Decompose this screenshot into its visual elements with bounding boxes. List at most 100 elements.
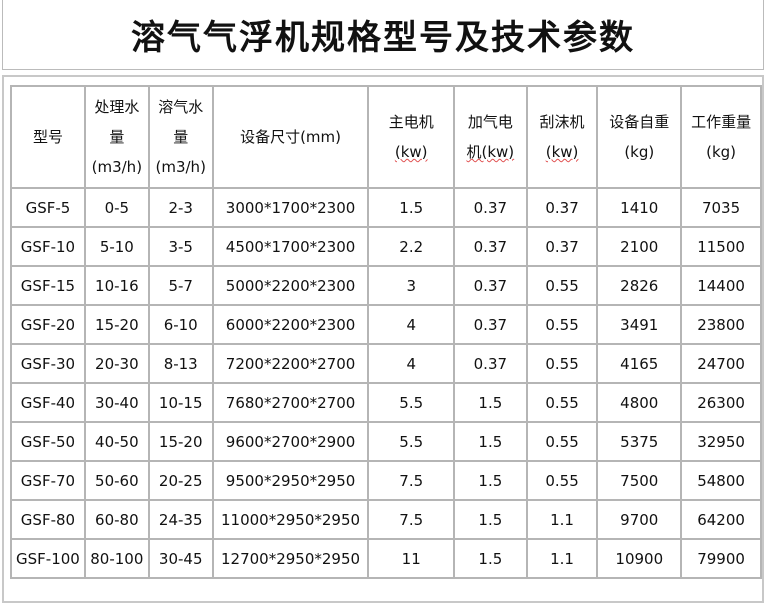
table-cell: 7200*2200*2700 bbox=[211, 343, 370, 384]
table-cell: 0.55 bbox=[525, 421, 599, 462]
table-cell: 5-10 bbox=[83, 226, 150, 267]
table-cell: GSF-50 bbox=[10, 421, 86, 462]
table-cell: 9600*2700*2900 bbox=[211, 421, 370, 462]
table-cell: 10-16 bbox=[83, 265, 150, 306]
table-cell: 1.5 bbox=[452, 460, 528, 501]
table-cell: 0.37 bbox=[452, 304, 528, 345]
table-row: GSF-100 80-100 30-45 12700*2950*2950 11 1.5 1.… bbox=[10, 538, 762, 579]
column-header: 型号 bbox=[10, 85, 86, 189]
table-cell: GSF-5 bbox=[10, 187, 86, 228]
column-header: 刮沫机 (kw) bbox=[525, 85, 599, 189]
table-cell: 0.55 bbox=[525, 343, 599, 384]
table-cell: 24700 bbox=[680, 343, 762, 384]
table-cell: 0.55 bbox=[525, 382, 599, 423]
header-text: (kg) bbox=[706, 143, 737, 161]
spec-table-container: 型号 处理水量 (m3/h) 溶气水量 (m3/h) 设备尺寸(mm) 主电机 (kw) 加气电… bbox=[2, 75, 764, 603]
table-cell: 7.5 bbox=[367, 460, 455, 501]
table-cell: GSF-40 bbox=[10, 382, 86, 423]
table-row: GSF-70 50-60 20-25 9500*2950*2950 7.5 1.5 0.55… bbox=[10, 460, 762, 501]
table-cell: 12700*2950*2950 bbox=[211, 538, 370, 579]
header-text: 工作重量 bbox=[691, 113, 752, 131]
table-cell: 11 bbox=[367, 538, 455, 579]
table-cell: 7.5 bbox=[367, 499, 455, 540]
table-cell: 1.1 bbox=[525, 499, 599, 540]
page-title: 溶气气浮机规格型号及技术参数 bbox=[131, 18, 635, 58]
column-header: 主电机 (kw) bbox=[367, 85, 455, 189]
table-cell: 9500*2950*2950 bbox=[211, 460, 370, 501]
header-text: 刮沫机 bbox=[539, 113, 585, 131]
table-cell: 2.2 bbox=[367, 226, 455, 267]
column-header: 设备自重 (kg) bbox=[596, 85, 683, 189]
table-cell: 6000*2200*2300 bbox=[211, 304, 370, 345]
table-row: GSF-10 5-10 3-5 4500*1700*2300 2.2 0.37 0.37 21… bbox=[10, 226, 762, 267]
table-cell: 4 bbox=[367, 343, 455, 384]
table-cell: 11000*2950*2950 bbox=[211, 499, 370, 540]
table-cell: 0.37 bbox=[452, 265, 528, 306]
table-cell: 14400 bbox=[680, 265, 762, 306]
header-text: (m3/h) bbox=[91, 158, 143, 176]
table-row: GSF-50 40-50 15-20 9600*2700*2900 5.5 1.5 0.55… bbox=[10, 421, 762, 462]
title-box: 溶气气浮机规格型号及技术参数 bbox=[2, 0, 764, 70]
table-cell: 20-25 bbox=[147, 460, 214, 501]
table-cell: 80-100 bbox=[83, 538, 150, 579]
table-cell: 1410 bbox=[596, 187, 683, 228]
column-header: 工作重量 (kg) bbox=[680, 85, 762, 189]
table-cell: 15-20 bbox=[147, 421, 214, 462]
spec-table: 型号 处理水量 (m3/h) 溶气水量 (m3/h) 设备尺寸(mm) 主电机 (kw) 加气电… bbox=[10, 85, 762, 579]
header-text: (kw) bbox=[394, 143, 428, 161]
table-cell: GSF-70 bbox=[10, 460, 86, 501]
table-cell: 4 bbox=[367, 304, 455, 345]
table-cell: 0-5 bbox=[83, 187, 150, 228]
table-cell: 5.5 bbox=[367, 421, 455, 462]
table-cell: 2100 bbox=[596, 226, 683, 267]
header-text: 加气电 bbox=[467, 113, 513, 131]
header-text: 机(kw) bbox=[466, 143, 515, 161]
table-cell: 64200 bbox=[680, 499, 762, 540]
table-cell: 15-20 bbox=[83, 304, 150, 345]
table-cell: 7680*2700*2700 bbox=[211, 382, 370, 423]
table-cell: 5375 bbox=[596, 421, 683, 462]
table-cell: 24-35 bbox=[147, 499, 214, 540]
table-row: GSF-30 20-30 8-13 7200*2200*2700 4 0.37 0.55 41… bbox=[10, 343, 762, 384]
header-text: 主电机 bbox=[388, 113, 434, 131]
header-text: 型号 bbox=[32, 128, 63, 146]
header-text: (kg) bbox=[624, 143, 655, 161]
header-text: 设备自重 bbox=[609, 113, 670, 131]
header-row: 型号 处理水量 (m3/h) 溶气水量 (m3/h) 设备尺寸(mm) 主电机 (kw) 加气电… bbox=[10, 85, 762, 189]
table-cell: 0.55 bbox=[525, 265, 599, 306]
table-cell: 11500 bbox=[680, 226, 762, 267]
table-cell: 30-40 bbox=[83, 382, 150, 423]
table-cell: 3491 bbox=[596, 304, 683, 345]
table-cell: 4165 bbox=[596, 343, 683, 384]
table-cell: 2826 bbox=[596, 265, 683, 306]
table-cell: 1.5 bbox=[452, 538, 528, 579]
table-cell: 1.5 bbox=[452, 421, 528, 462]
table-cell: 50-60 bbox=[83, 460, 150, 501]
table-cell: 26300 bbox=[680, 382, 762, 423]
header-text: 量 bbox=[109, 128, 125, 146]
column-header: 设备尺寸(mm) bbox=[211, 85, 370, 189]
table-cell: 3000*1700*2300 bbox=[211, 187, 370, 228]
table-cell: 10900 bbox=[596, 538, 683, 579]
table-cell: 6-10 bbox=[147, 304, 214, 345]
table-cell: 79900 bbox=[680, 538, 762, 579]
table-cell: GSF-80 bbox=[10, 499, 86, 540]
table-row: GSF-80 60-80 24-35 11000*2950*2950 7.5 1.5 1.1… bbox=[10, 499, 762, 540]
table-cell: 0.37 bbox=[452, 343, 528, 384]
table-cell: 30-45 bbox=[147, 538, 214, 579]
table-cell: 0.55 bbox=[525, 304, 599, 345]
table-cell: 23800 bbox=[680, 304, 762, 345]
table-cell: 9700 bbox=[596, 499, 683, 540]
table-cell: GSF-10 bbox=[10, 226, 86, 267]
table-cell: 0.37 bbox=[452, 226, 528, 267]
table-cell: 32950 bbox=[680, 421, 762, 462]
table-cell: 40-50 bbox=[83, 421, 150, 462]
table-cell: 5-7 bbox=[147, 265, 214, 306]
table-cell: 20-30 bbox=[83, 343, 150, 384]
table-cell: 1.1 bbox=[525, 538, 599, 579]
header-text: (kw) bbox=[545, 143, 579, 161]
table-cell: 54800 bbox=[680, 460, 762, 501]
table-cell: 2-3 bbox=[147, 187, 214, 228]
header-text: 处理水 bbox=[94, 98, 140, 116]
table-cell: GSF-100 bbox=[10, 538, 86, 579]
